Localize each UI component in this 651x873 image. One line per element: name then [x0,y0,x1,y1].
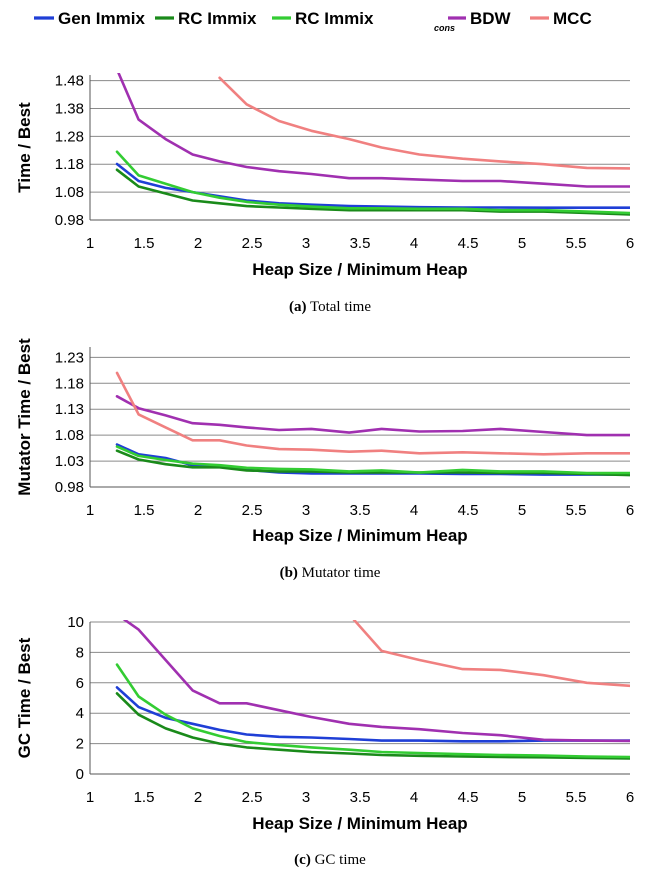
y-axis-label: Mutator Time / Best [15,338,34,496]
x-tick-label: 2 [194,789,202,806]
x-tick-label: 5 [518,502,526,519]
x-axis-label: Heap Size / Minimum Heap [252,814,467,833]
series-line [115,150,630,215]
series-line [115,395,630,437]
series-group [115,73,630,216]
x-tick-label: 4 [410,789,418,806]
x-tick-label: 4.5 [458,789,479,806]
panel-caption: (a) Total time [289,299,371,315]
y-axis-label: GC Time / Best [15,637,34,758]
series-group [115,620,630,760]
legend-item: MCC [530,9,592,28]
chart-panel-mutator-time: 0.98 1.03 1.08 1.13 1.18 1.23 1 1.5 2 2.5 3 3.5 4 4.5… [15,338,634,581]
y-tick-label: 4 [76,705,84,722]
panel-caption: (c) GC time [294,852,366,868]
y-tick-label: 0 [76,766,84,783]
y-axis-label: Time / Best [15,102,34,193]
y-tick-label: 0.98 [55,212,84,229]
x-tick-label: 5 [518,789,526,806]
y-tick-label: 2 [76,736,84,753]
legend-item: BDW [448,9,512,28]
x-tick-label: 3.5 [350,502,371,519]
y-tick-label: 1.13 [55,401,84,418]
x-tick-label: 1 [86,502,94,519]
panel-caption: (b) Mutator time [280,565,381,581]
x-tick-label: 2 [194,235,202,252]
x-tick-label: 3 [302,789,310,806]
y-tick-label: 1.03 [55,453,84,470]
x-tick-label: 6 [626,789,634,806]
y-tick-label: 1.18 [55,156,84,173]
x-tick-label: 2.5 [242,789,263,806]
series-line [122,620,630,743]
x-tick-label: 5.5 [566,789,587,806]
x-tick-label: 4.5 [458,502,479,519]
y-tick-label: 1.48 [55,73,84,90]
x-tick-label: 5.5 [566,235,587,252]
chart-panel-gc-time: 0 2 4 6 8 10 1 1.5 2 2.5 3 3.5 4 4.5 5 5.5 6 Heap Size / … [15,614,634,868]
x-tick-label: 4.5 [458,235,479,252]
y-tick-label: 6 [76,675,84,692]
series-line [115,449,630,477]
series-line [352,620,630,688]
legend-label: RC Immix [178,9,257,28]
y-tick-label: 8 [76,644,84,661]
x-tick-label: 6 [626,502,634,519]
y-tick-label: 0.98 [55,479,84,496]
series-line [115,371,630,456]
y-tick-label: 1.23 [55,349,84,366]
series-line [115,445,630,475]
y-tick-label: 10 [67,614,84,631]
series-group [115,371,630,477]
x-tick-label: 3.5 [350,789,371,806]
legend-item: RC Immix cons [272,9,455,33]
x-axis-label: Heap Size / Minimum Heap [252,260,467,279]
series-line [115,686,630,743]
legend-item: RC Immix [155,9,257,28]
x-tick-label: 4 [410,502,418,519]
legend: Gen Immix RC Immix RC Immix cons BDW MCC [34,9,592,33]
series-line [115,692,630,760]
caption-tag: (b) [280,565,298,581]
caption-text: GC time [311,852,366,868]
legend-item: Gen Immix [34,9,145,28]
x-tick-label: 1.5 [134,235,155,252]
caption-tag: (c) [294,852,311,868]
y-tick-label: 1.28 [55,128,84,145]
x-tick-label: 1.5 [134,789,155,806]
x-tick-label: 1 [86,235,94,252]
legend-label: Gen Immix [58,9,145,28]
x-tick-label: 3 [302,502,310,519]
x-tick-label: 3.5 [350,235,371,252]
caption-text: Mutator time [298,565,381,581]
series-line [115,663,630,759]
x-tick-label: 6 [626,235,634,252]
legend-label: BDW [470,9,512,28]
legend-label: RC Immix [295,9,374,28]
x-tick-label: 5.5 [566,502,587,519]
x-tick-label: 2.5 [242,502,263,519]
x-tick-label: 2 [194,502,202,519]
caption-tag: (a) [289,299,307,315]
x-tick-label: 3 [302,235,310,252]
series-line [117,73,630,188]
y-tick-label: 1.08 [55,427,84,444]
series-line [218,76,630,170]
y-tick-label: 1.18 [55,375,84,392]
chart-panel-total-time: 0.98 1.08 1.18 1.28 1.38 1.48 1 1.5 2 2.5 3 3.5 4 4.5… [15,73,634,315]
x-tick-label: 1.5 [134,502,155,519]
x-tick-label: 1 [86,789,94,806]
legend-subscript: cons [434,23,455,33]
x-axis-label: Heap Size / Minimum Heap [252,526,467,545]
x-tick-label: 4 [410,235,418,252]
y-tick-label: 1.38 [55,100,84,117]
x-tick-label: 5 [518,235,526,252]
legend-label: MCC [553,9,592,28]
x-tick-label: 2.5 [242,235,263,252]
caption-text: Total time [307,299,372,315]
series-line [115,168,630,216]
y-tick-label: 1.08 [55,184,84,201]
series-line [115,162,630,209]
